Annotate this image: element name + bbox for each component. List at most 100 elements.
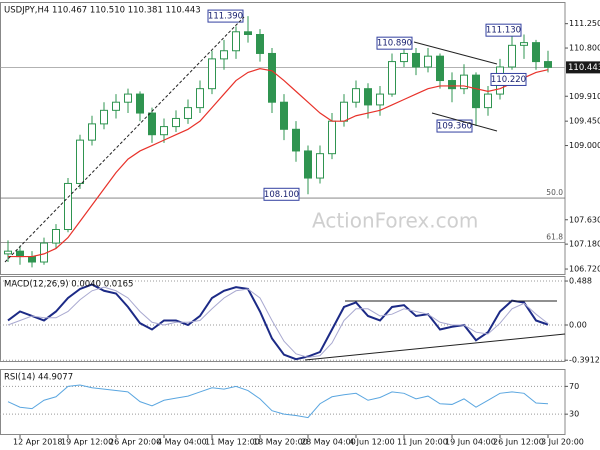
y-tick-label: 110.800	[569, 44, 600, 53]
y-tick-label: 109.000	[569, 141, 600, 150]
watermark: ActionForex.com	[312, 209, 478, 233]
candle-body	[412, 52, 420, 68]
panel-title: MACD(12,26,9) 0.0040 0.0165	[4, 280, 133, 290]
candle-body	[304, 150, 312, 179]
candle-body	[400, 52, 408, 63]
y-tick-label: 106.720	[569, 265, 600, 274]
x-tick-label: 18 May 20:00	[253, 438, 308, 447]
indicator-line	[7, 286, 549, 358]
candle-body	[124, 93, 132, 103]
annotation-box	[490, 72, 527, 86]
candle-body	[508, 44, 516, 68]
annotation-box	[485, 23, 522, 37]
candle-body	[436, 55, 444, 82]
x-tick-label: 4 May 04:00	[157, 438, 207, 447]
candle-body	[448, 80, 456, 90]
trendline	[413, 41, 498, 65]
panel-frame	[0, 276, 566, 362]
panel-title: RSI(14) 44.9077	[4, 373, 73, 383]
candle-body	[352, 88, 360, 103]
candle-body	[268, 52, 276, 103]
annotation-label: 110.220	[491, 75, 526, 85]
y-tick-label: 0.00	[569, 320, 587, 329]
candle-body	[388, 61, 396, 95]
panel-frame	[0, 2, 566, 275]
x-tick-label: 4 Jun 12:00	[349, 438, 395, 447]
y-tick-label: 70	[569, 382, 579, 391]
x-tick-label: 12 Apr 2018	[13, 438, 62, 447]
candle-body	[172, 117, 180, 128]
annotation-box	[436, 119, 473, 133]
y-tick-label: 107.180	[569, 240, 600, 249]
candle-body	[16, 250, 24, 258]
moving-average	[8, 68, 549, 258]
panel-frame	[0, 369, 566, 435]
y-tick-label: 30	[569, 410, 579, 419]
annotation-label: 108.100	[264, 190, 299, 200]
candle-body	[52, 229, 60, 244]
candle-body	[544, 61, 552, 68]
candle-body	[256, 34, 264, 54]
x-tick-label: 26 Apr 20:00	[109, 438, 161, 447]
candle-body	[532, 42, 540, 63]
trendlines	[4, 16, 566, 361]
candle-body	[160, 126, 168, 136]
annotation-label: 111.130	[486, 26, 521, 36]
candle-body	[376, 93, 384, 106]
x-tick-label: 26 Jun 12:00	[493, 438, 544, 447]
candle-body	[148, 112, 156, 136]
candle-body	[484, 93, 492, 109]
candle-body	[244, 31, 252, 35]
candle-body	[364, 88, 372, 106]
candle-body	[100, 109, 108, 125]
candle-body	[136, 93, 144, 114]
candle-body	[76, 139, 84, 184]
candle-body	[64, 182, 72, 230]
candle-body	[28, 256, 36, 263]
last-price-box	[566, 61, 600, 74]
x-tick-label: 19 Jun 04:00	[445, 438, 496, 447]
candle-body	[4, 250, 12, 255]
trendline	[4, 16, 245, 263]
candle-body	[280, 101, 288, 130]
annotation-label: 109.360	[437, 122, 472, 132]
candle-body	[220, 50, 228, 60]
annotation-label: 111.390	[208, 12, 243, 22]
candle-body	[340, 101, 348, 122]
candle-body	[472, 74, 480, 109]
candle-body	[208, 58, 216, 90]
last-price-label: 110.443	[568, 63, 600, 73]
y-tick-label: 109.910	[569, 92, 600, 101]
candle-body	[292, 128, 300, 152]
y-tick-label: 107.630	[569, 215, 600, 224]
fib-level-label: 50.0	[546, 188, 563, 197]
y-tick-label: 0.488	[569, 277, 592, 286]
x-tick-label: 3 Jul 20:00	[541, 438, 584, 447]
x-tick-label: 11 May 12:00	[205, 438, 260, 447]
y-tick-label: -0.3912	[569, 356, 600, 365]
fib-level-label: 61.8	[546, 233, 563, 242]
annotation-box	[263, 187, 300, 201]
y-tick-label: 109.450	[569, 117, 600, 126]
panel-title: USDJPY,H4 110.467 110.510 110.381 110.44…	[4, 6, 201, 16]
annotation-label: 110.890	[377, 39, 412, 49]
annotation-box	[376, 36, 413, 50]
x-tick-label: 28 May 04:00	[301, 438, 356, 447]
y-tick-label: 111.250	[569, 19, 600, 28]
x-tick-label: 19 Apr 12:00	[61, 438, 113, 447]
candle-body	[424, 55, 432, 68]
candle-body	[328, 120, 336, 155]
candle-body	[316, 153, 324, 179]
candle-body	[520, 42, 528, 46]
candle-body	[196, 88, 204, 109]
indicator-line	[7, 384, 549, 419]
trendline	[431, 112, 498, 132]
candle-body	[232, 31, 240, 52]
annotation-box	[207, 9, 244, 23]
candle-body	[184, 107, 192, 119]
trendline	[304, 333, 566, 361]
candle-body	[460, 74, 468, 90]
x-tick-label: 11 Jun 20:00	[397, 438, 448, 447]
candle-body	[88, 123, 96, 141]
